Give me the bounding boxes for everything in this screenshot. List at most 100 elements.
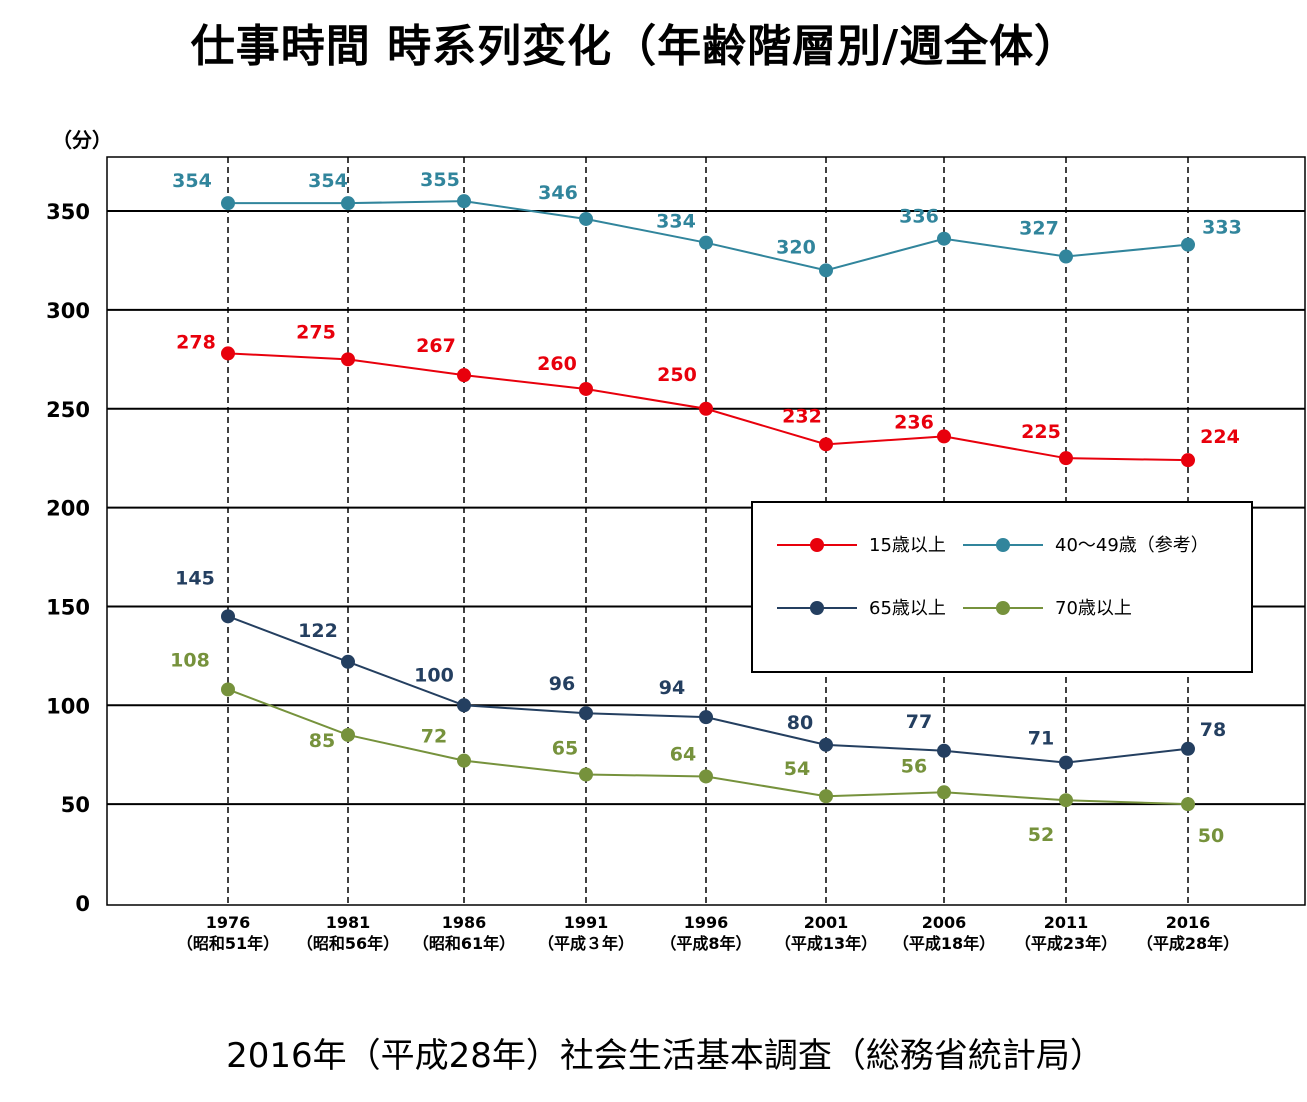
y-axis-unit-label: （分） — [52, 128, 112, 152]
x-tick-label: 1986 — [442, 913, 487, 932]
data-point — [221, 609, 235, 624]
data-point — [819, 263, 833, 278]
data-label: 122 — [298, 620, 338, 642]
data-point — [937, 785, 951, 800]
series-layer — [221, 194, 1195, 812]
data-label: 50 — [1198, 825, 1224, 847]
legend-label: 70歳以上 — [1055, 598, 1132, 619]
data-label: 334 — [656, 211, 696, 233]
data-label: 78 — [1200, 719, 1226, 741]
data-point — [341, 654, 355, 669]
legend-label: 40～49歳（参考） — [1055, 535, 1209, 556]
y-tick-label: 250 — [46, 398, 90, 422]
legend-marker — [810, 538, 824, 552]
x-tick-sublabel: （昭和61年） — [413, 934, 515, 953]
data-label: 94 — [659, 677, 685, 699]
x-tick-label: 2011 — [1044, 913, 1089, 932]
legend-items: 15歳以上 40～49歳（参考） 65歳以上 70歳以上 — [777, 535, 1209, 619]
data-label: 100 — [414, 664, 454, 686]
data-point — [1181, 237, 1195, 252]
data-point — [819, 737, 833, 752]
data-point — [699, 235, 713, 250]
data-label: 85 — [309, 730, 335, 752]
data-point — [1059, 249, 1073, 264]
data-label: 54 — [784, 758, 810, 780]
data-label: 71 — [1028, 728, 1054, 750]
data-label: 250 — [657, 364, 697, 386]
x-tick-label: 1976 — [206, 913, 251, 932]
data-label: 336 — [899, 206, 939, 228]
data-point — [221, 196, 235, 211]
x-axis-ticks: 1976 （昭和51年） 1981 （昭和56年） 1986 （昭和61年） 1991 （平成… — [177, 913, 1239, 953]
data-point — [699, 401, 713, 416]
x-tick-sublabel: （昭和51年） — [177, 934, 279, 953]
legend-label: 15歳以上 — [869, 535, 946, 556]
data-point — [341, 352, 355, 367]
data-point — [457, 698, 471, 713]
data-point — [221, 682, 235, 697]
data-label: 260 — [537, 353, 577, 375]
data-point — [457, 194, 471, 209]
data-point — [221, 346, 235, 361]
x-tick-label: 1981 — [326, 913, 371, 932]
x-tick-sublabel: （昭和56年） — [297, 934, 399, 953]
legend-box — [751, 501, 1253, 673]
data-label: 354 — [308, 170, 348, 192]
source-caption: 2016年（平成28年）社会生活基本調査（総務省統計局） — [226, 1036, 1104, 1076]
data-label: 333 — [1202, 217, 1242, 239]
data-point — [579, 211, 593, 226]
x-tick-label: 2006 — [922, 913, 967, 932]
data-point — [579, 767, 593, 782]
data-point — [819, 789, 833, 804]
data-point — [699, 769, 713, 784]
data-label: 77 — [906, 711, 932, 733]
data-label: 236 — [894, 411, 934, 433]
x-tick-label: 2016 — [1166, 913, 1211, 932]
data-point — [1059, 755, 1073, 770]
data-label: 267 — [416, 335, 456, 357]
x-tick-sublabel: （平成３年） — [538, 934, 634, 953]
data-point — [699, 710, 713, 725]
data-point — [819, 437, 833, 452]
data-point — [1181, 797, 1195, 812]
data-label: 80 — [787, 712, 813, 734]
data-label: 64 — [670, 743, 696, 765]
y-tick-label: 350 — [46, 200, 90, 224]
data-point — [579, 706, 593, 721]
data-label: 72 — [421, 726, 447, 748]
data-point — [457, 753, 471, 768]
data-label: 275 — [296, 321, 336, 343]
data-point — [937, 429, 951, 444]
x-tick-sublabel: （平成23年） — [1015, 934, 1117, 953]
data-point — [937, 743, 951, 758]
data-label: 56 — [901, 755, 927, 777]
data-label: 108 — [170, 649, 210, 671]
data-label: 225 — [1021, 421, 1061, 443]
data-label: 232 — [782, 405, 822, 427]
y-tick-label: 300 — [46, 299, 90, 323]
legend-marker — [996, 538, 1010, 552]
y-axis-ticks: 0 50 100 150 200 250 300 350 — [46, 200, 90, 916]
data-label: 278 — [176, 331, 216, 353]
x-tick-sublabel: （平成18年） — [893, 934, 995, 953]
y-tick-label: 150 — [46, 595, 90, 619]
data-point — [341, 196, 355, 211]
line-chart: 0 50 100 150 200 250 300 350 1976 （昭和51年） 1981 （昭和… — [46, 156, 1306, 953]
data-label: 96 — [549, 673, 575, 695]
x-tick-sublabel: （平成28年） — [1137, 934, 1239, 953]
data-label: 65 — [552, 737, 578, 759]
legend: 15歳以上 40～49歳（参考） 65歳以上 70歳以上 — [751, 501, 1253, 673]
data-labels: 278 275 267 260 250 232 236 225 224 354 354 355 346 3… — [170, 169, 1242, 847]
data-label: 355 — [420, 169, 460, 191]
data-label: 327 — [1019, 218, 1059, 240]
data-point — [579, 381, 593, 396]
data-label: 52 — [1028, 824, 1054, 846]
legend-marker — [810, 601, 824, 615]
legend-label: 65歳以上 — [869, 598, 946, 619]
y-tick-label: 50 — [61, 793, 90, 817]
x-tick-sublabel: （平成8年） — [660, 934, 751, 953]
chart-title: 仕事時間 時系列変化（年齢階層別/週全体） — [190, 21, 1080, 72]
data-point — [457, 368, 471, 383]
data-label: 145 — [175, 567, 215, 589]
y-tick-label: 100 — [46, 694, 90, 718]
